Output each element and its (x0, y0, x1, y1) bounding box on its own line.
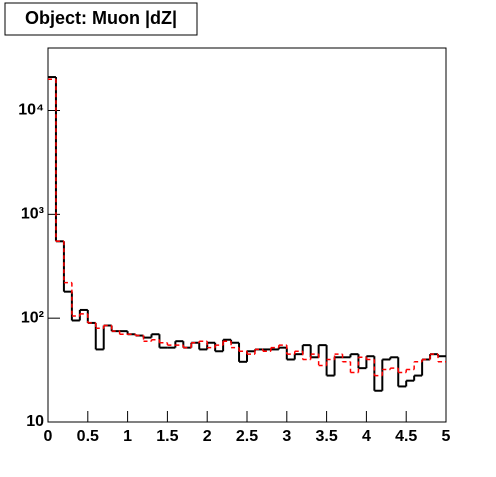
x-tick-label: 0.5 (77, 428, 99, 445)
x-tick-label: 2 (203, 428, 212, 445)
x-tick-label: 4 (362, 428, 371, 445)
x-tick-label: 1.5 (156, 428, 178, 445)
x-tick-label: 3 (282, 428, 291, 445)
y-tick-label: 10² (21, 309, 44, 326)
title-box (4, 2, 198, 36)
x-tick-label: 2.5 (236, 428, 258, 445)
y-tick-label: 10³ (21, 206, 44, 223)
y-tick-label: 10⁴ (18, 102, 44, 119)
x-tick-label: 4.5 (395, 428, 417, 445)
x-tick-label: 5 (442, 428, 451, 445)
chart-title: Object: Muon |dZ| (25, 8, 177, 28)
x-tick-label: 3.5 (315, 428, 337, 445)
x-tick-label: 0 (44, 428, 53, 445)
x-tick-label: 1 (123, 428, 132, 445)
y-tick-label: 10 (26, 413, 44, 430)
